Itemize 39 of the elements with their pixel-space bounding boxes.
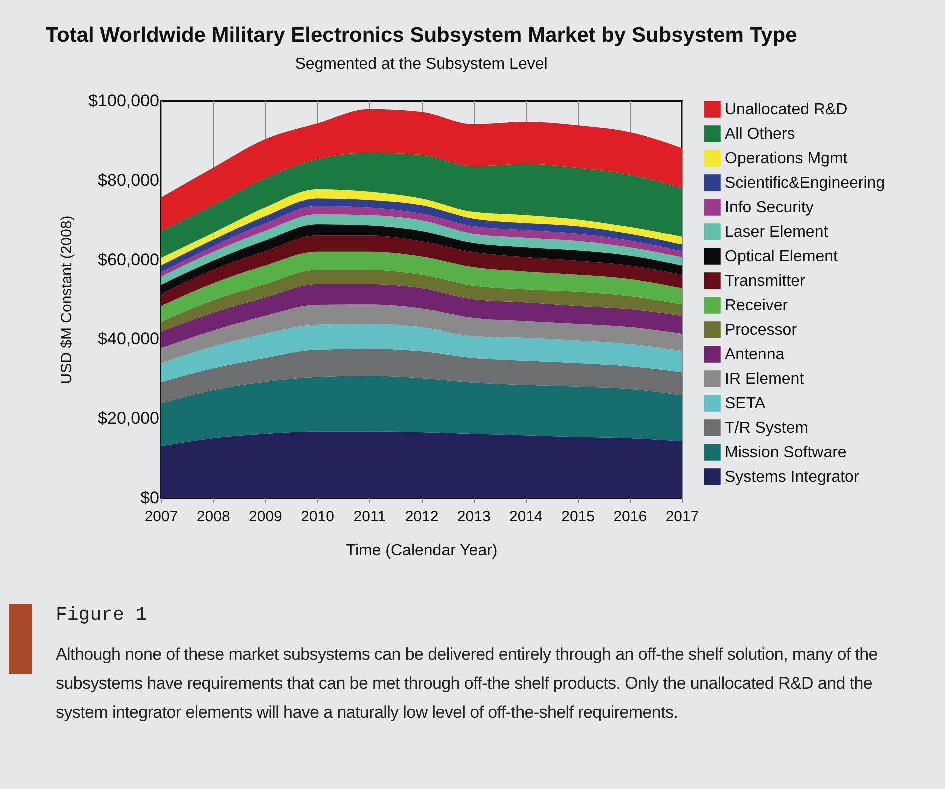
chart-subtitle: Segmented at the Subsystem Level <box>295 56 548 73</box>
x-tick-label: 2011 <box>354 508 386 526</box>
y-axis-title: USD $M Constant (2008) <box>58 216 76 384</box>
legend-label: Antenna <box>725 346 785 364</box>
legend-label: SETA <box>725 396 766 412</box>
legend-label: Optical Element <box>725 248 838 266</box>
legend-label: Mission Software <box>725 444 847 462</box>
legend-label: Receiver <box>725 298 789 314</box>
legend-label: Scientific&Engineering <box>725 175 886 192</box>
x-tick-label: 2015 <box>562 508 595 526</box>
legend-label: T/R System <box>725 420 809 437</box>
y-tick-label: $40,000 <box>98 330 160 349</box>
y-tick-label: $100,000 <box>88 92 160 110</box>
caption: Figure 1 <box>56 604 148 626</box>
y-tick-label: $60,000 <box>98 250 160 270</box>
legend-label: Info Security <box>725 200 814 216</box>
legend-label: Transmitter <box>725 273 806 290</box>
legend-label: Systems Integrator <box>725 469 860 486</box>
legend-label: IR Element <box>725 371 805 388</box>
x-axis-title: Time (Calendar Year) <box>346 542 498 560</box>
y-tick-label: $0 <box>140 488 160 508</box>
legend-label: Operations Mgmt <box>725 150 848 168</box>
y-tick-label: $20,000 <box>98 409 160 428</box>
x-tick-label: 2017 <box>666 508 700 526</box>
x-tick-label: 2013 <box>457 508 491 526</box>
legend-label: Processor <box>725 322 798 339</box>
x-tick-label: 2016 <box>614 508 648 526</box>
text: Although none of these market subsystems can be delivered entirely through an off-the shelf solution, many of the subsystems have requirements that can be met through off-the shelf products. Only the unallocated R&D and the system integrator elements will have a naturally low level of off-the-shelf requirements. <box>56 644 879 724</box>
x-tick-label: 2009 <box>249 508 282 526</box>
x-tick-label: 2010 <box>301 508 334 526</box>
x-tick-label: 2012 <box>405 508 439 526</box>
y-tick-label: $80,000 <box>98 170 160 190</box>
x-tick-label: 2008 <box>196 508 230 526</box>
legend-label: Laser Element <box>725 224 829 241</box>
x-tick-label: 2007 <box>144 508 178 526</box>
x-tick-label: 2014 <box>510 508 543 526</box>
legend-label: All Others <box>725 126 796 143</box>
legend-label: Unallocated R&D <box>725 102 848 118</box>
chart-title: Total Worldwide Military Electronics Subsystem Market by Subsystem Type <box>46 24 798 47</box>
